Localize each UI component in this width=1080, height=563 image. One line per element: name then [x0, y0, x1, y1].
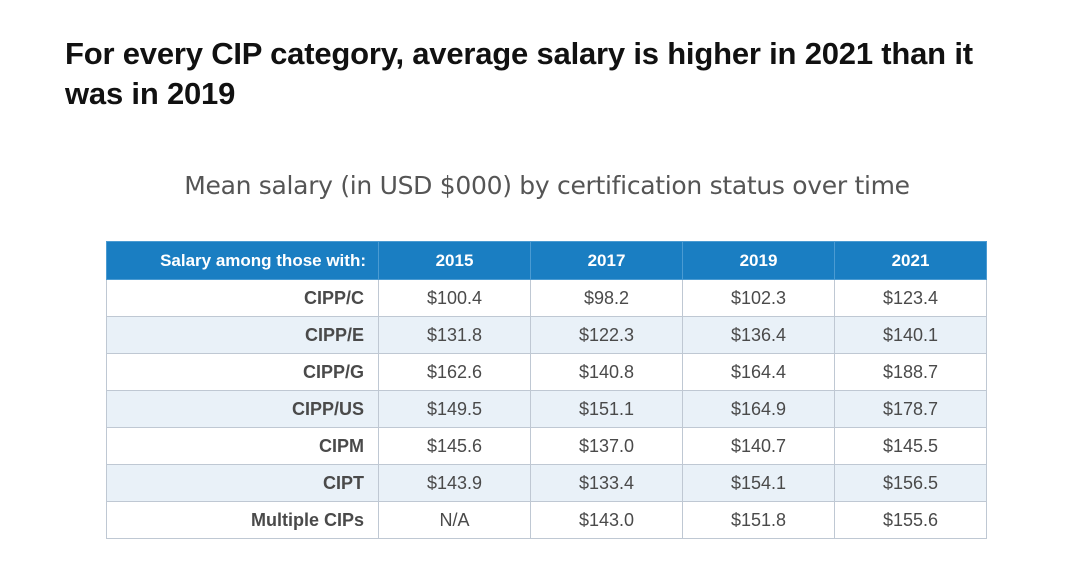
- row-label: CIPP/C: [106, 279, 379, 317]
- salary-cell: $122.3: [530, 316, 683, 354]
- salary-cell: $102.3: [682, 279, 835, 317]
- headline: For every CIP category, average salary i…: [65, 36, 973, 111]
- row-label: CIPM: [106, 427, 379, 465]
- salary-cell: $151.8: [682, 501, 835, 539]
- row-label: Multiple CIPs: [106, 501, 379, 539]
- table-row: CIPP/US $149.5 $151.1 $164.9 $178.7: [106, 390, 987, 428]
- header-label: Salary among those with:: [106, 241, 379, 280]
- salary-cell: $151.1: [530, 390, 683, 428]
- salary-cell: $140.7: [682, 427, 835, 465]
- salary-cell: $188.7: [834, 353, 987, 391]
- salary-cell: $140.8: [530, 353, 683, 391]
- salary-cell: $156.5: [834, 464, 987, 502]
- row-label: CIPP/US: [106, 390, 379, 428]
- salary-cell: $164.9: [682, 390, 835, 428]
- salary-cell: $164.4: [682, 353, 835, 391]
- salary-cell: $137.0: [530, 427, 683, 465]
- table-row: CIPP/E $131.8 $122.3 $136.4 $140.1: [106, 316, 987, 354]
- salary-cell: $98.2: [530, 279, 683, 317]
- header-year-2021: 2021: [834, 241, 987, 280]
- chart-title: Mean salary (in USD $000) by certificati…: [184, 171, 910, 200]
- table-row: CIPP/G $162.6 $140.8 $164.4 $188.7: [106, 353, 987, 391]
- salary-cell: $143.9: [378, 464, 531, 502]
- salary-cell: $178.7: [834, 390, 987, 428]
- salary-cell: $123.4: [834, 279, 987, 317]
- salary-cell: $131.8: [378, 316, 531, 354]
- header-year-2017: 2017: [530, 241, 683, 280]
- table-row: CIPM $145.6 $137.0 $140.7 $145.5: [106, 427, 987, 465]
- row-label: CIPT: [106, 464, 379, 502]
- salary-cell: $143.0: [530, 501, 683, 539]
- salary-cell: $162.6: [378, 353, 531, 391]
- salary-cell: $133.4: [530, 464, 683, 502]
- row-label: CIPP/G: [106, 353, 379, 391]
- salary-table-container: Salary among those with: 2015 2017 2019 202…: [106, 241, 987, 539]
- salary-cell: $100.4: [378, 279, 531, 317]
- salary-cell: $149.5: [378, 390, 531, 428]
- table-row: CIPP/C $100.4 $98.2 $102.3 $123.4: [106, 279, 987, 317]
- header-year-2015: 2015: [378, 241, 531, 280]
- table-row: CIPT $143.9 $133.4 $154.1 $156.5: [106, 464, 987, 502]
- salary-cell: $154.1: [682, 464, 835, 502]
- salary-cell: $136.4: [682, 316, 835, 354]
- salary-cell: N/A: [378, 501, 531, 539]
- salary-table: Salary among those with: 2015 2017 2019 202…: [106, 241, 987, 539]
- salary-cell: $145.6: [378, 427, 531, 465]
- row-label: CIPP/E: [106, 316, 379, 354]
- salary-cell: $145.5: [834, 427, 987, 465]
- table-header-row: Salary among those with: 2015 2017 2019 202…: [106, 241, 987, 280]
- table-body: CIPP/C $100.4 $98.2 $102.3 $123.4 CIPP/E $131.…: [106, 279, 987, 539]
- salary-cell: $140.1: [834, 316, 987, 354]
- header-year-2019: 2019: [682, 241, 835, 280]
- table-row: Multiple CIPs N/A $143.0 $151.8 $155.6: [106, 501, 987, 539]
- salary-cell: $155.6: [834, 501, 987, 539]
